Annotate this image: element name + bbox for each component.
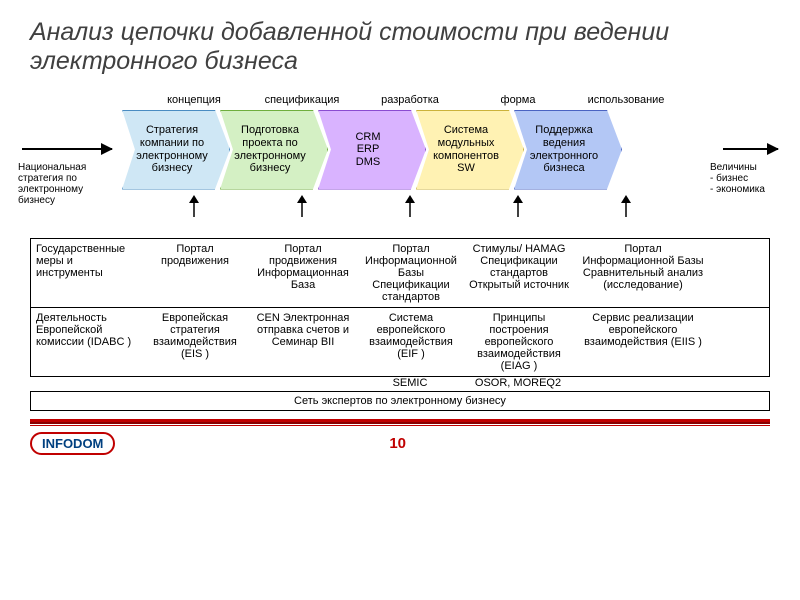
phase-3: форма bbox=[464, 94, 572, 106]
chevron-modular-sw: Система модульных компонентов SW bbox=[416, 110, 524, 190]
row2-header: Деятельность Европейской комиссии (IDABC… bbox=[31, 308, 141, 376]
row2-cell-0: Европейская стратегия взаимодействия (EI… bbox=[141, 308, 249, 376]
chevron-1-text: Подготовка проекта по электронному бизне… bbox=[231, 124, 309, 175]
footer-labels: SEMIC OSOR, MOREQ2 bbox=[30, 377, 770, 389]
chevron-4-text: Поддержка ведения электронного бизнеса bbox=[525, 124, 603, 175]
chevron-3-text: Система модульных компонентов SW bbox=[427, 124, 505, 175]
slide-title: Анализ цепочки добавленной стоимости при… bbox=[30, 18, 770, 76]
chevron-2-text: CRM ERP DMS bbox=[355, 131, 380, 169]
up-arrow-4 bbox=[572, 195, 680, 217]
phase-1: спецификация bbox=[248, 94, 356, 106]
up-arrow-0 bbox=[140, 195, 248, 217]
footer-1 bbox=[248, 377, 356, 389]
value-chain-diagram: концепция спецификация разработка форма … bbox=[30, 94, 770, 411]
table-row-eu: Деятельность Европейской комиссии (IDABC… bbox=[31, 307, 769, 376]
up-arrow-3 bbox=[464, 195, 572, 217]
chevron-0-text: Стратегия компании по электронному бизне… bbox=[133, 124, 211, 175]
output-label: Величины - бизнес - экономика bbox=[710, 162, 790, 195]
footer-3: OSOR, MOREQ2 bbox=[464, 377, 572, 389]
chevron-row: Стратегия компании по электронному бизне… bbox=[122, 110, 612, 190]
red-bar-decoration bbox=[30, 419, 770, 424]
phase-0: концепция bbox=[140, 94, 248, 106]
infodom-logo: INFODOM bbox=[30, 432, 115, 455]
row1-cell-2: Портал Информационной Базы Спецификации … bbox=[357, 239, 465, 307]
up-arrow-2 bbox=[356, 195, 464, 217]
footer-4 bbox=[572, 377, 680, 389]
phase-2: разработка bbox=[356, 94, 464, 106]
phase-headers: концепция спецификация разработка форма … bbox=[30, 94, 770, 106]
measures-table: Государственные меры и инструменты Порта… bbox=[30, 238, 770, 377]
row1-cell-0: Портал продвижения bbox=[141, 239, 249, 307]
row1-cell-3: Стимулы/ HAMAG Спецификации стандартов О… bbox=[465, 239, 573, 307]
row2-cell-2: Система европейского взаимодействия (EIF… bbox=[357, 308, 465, 376]
footer-0 bbox=[140, 377, 248, 389]
up-arrows-row bbox=[140, 195, 680, 217]
input-label: Национальная стратегия по электронному б… bbox=[18, 162, 118, 206]
row1-cell-4: Портал Информационной Базы Сравнительный… bbox=[573, 239, 713, 307]
row2-cell-1: CEN Электронная отправка счетов и Семина… bbox=[249, 308, 357, 376]
footer-2: SEMIC bbox=[356, 377, 464, 389]
output-arrow-icon bbox=[723, 148, 778, 150]
row2-cell-4: Сервис реализации европейского взаимодей… bbox=[573, 308, 713, 376]
chevron-strategy: Стратегия компании по электронному бизне… bbox=[122, 110, 230, 190]
up-arrow-1 bbox=[248, 195, 356, 217]
phase-4: использование bbox=[572, 94, 680, 106]
chevron-crm-erp-dms: CRM ERP DMS bbox=[318, 110, 426, 190]
network-experts-row: Сеть экспертов по электронному бизнесу bbox=[31, 391, 769, 410]
row1-header: Государственные меры и инструменты bbox=[31, 239, 141, 307]
page-number: 10 bbox=[389, 435, 406, 452]
row2-cell-3: Принципы построения европейского взаимод… bbox=[465, 308, 573, 376]
chevron-support: Поддержка ведения электронного бизнеса bbox=[514, 110, 622, 190]
table-row-gov: Государственные меры и инструменты Порта… bbox=[31, 239, 769, 307]
chevron-project-prep: Подготовка проекта по электронному бизне… bbox=[220, 110, 328, 190]
row1-cell-1: Портал продвижения Информационная База bbox=[249, 239, 357, 307]
input-arrow-icon bbox=[22, 148, 112, 150]
